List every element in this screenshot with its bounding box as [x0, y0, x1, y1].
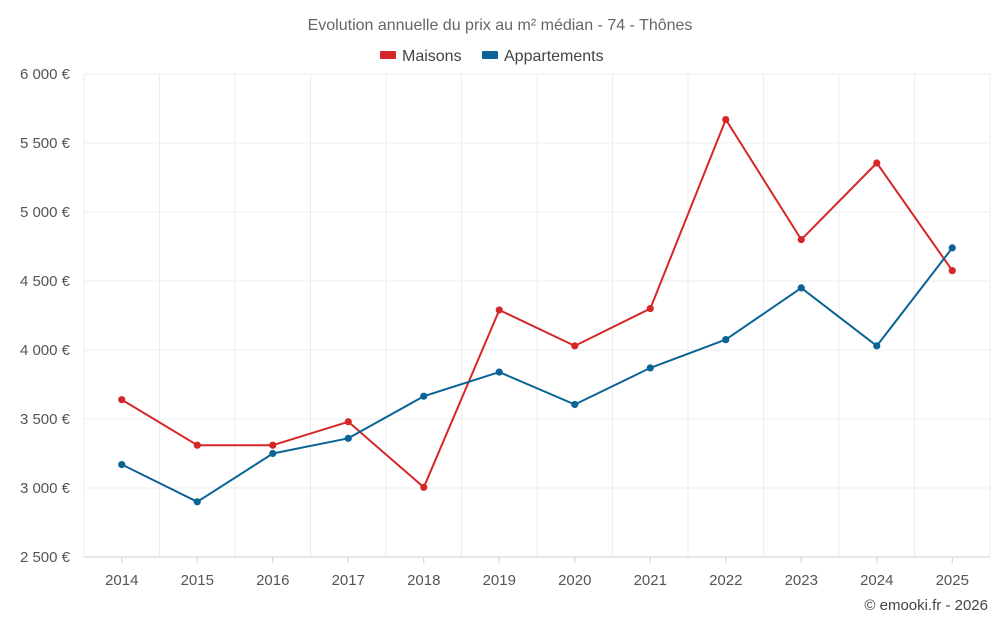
- legend-label-appartements: Appartements: [504, 48, 604, 65]
- data-point-appartements[interactable]: [344, 434, 352, 442]
- y-tick-label: 6 000 €: [20, 66, 71, 83]
- legend-item-appartements[interactable]: Appartements: [482, 48, 604, 65]
- x-tick-label: 2014: [105, 572, 138, 589]
- data-point-maisons[interactable]: [722, 115, 730, 124]
- x-tick-label: 2017: [332, 572, 365, 589]
- data-point-appartements[interactable]: [948, 244, 956, 252]
- x-tick-label: 2016: [256, 572, 289, 589]
- data-point-maisons[interactable]: [797, 236, 805, 244]
- data-point-maisons[interactable]: [948, 267, 956, 275]
- data-point-maisons[interactable]: [118, 396, 126, 404]
- x-tick-label: 2021: [634, 572, 667, 589]
- legend-swatch-appartements: [482, 51, 498, 59]
- y-tick-label: 4 500 €: [20, 273, 71, 290]
- series-line-maisons: [121, 118, 954, 489]
- y-tick-label: 3 500 €: [20, 411, 71, 428]
- x-tick-label: 2020: [558, 572, 591, 589]
- data-point-maisons[interactable]: [269, 441, 277, 449]
- data-point-maisons[interactable]: [571, 342, 579, 350]
- data-point-appartements[interactable]: [495, 368, 503, 376]
- x-tick-label: 2019: [483, 572, 516, 589]
- data-point-appartements[interactable]: [118, 460, 126, 469]
- legend: Maisons Appartements: [380, 48, 604, 65]
- x-tick-label: 2015: [181, 572, 214, 589]
- legend-label-maisons: Maisons: [402, 48, 462, 65]
- y-tick-label: 2 500 €: [20, 549, 71, 566]
- data-point-maisons[interactable]: [193, 441, 201, 449]
- y-tick-label: 4 000 €: [20, 342, 71, 359]
- data-point-appartements[interactable]: [269, 449, 277, 458]
- data-point-appartements[interactable]: [571, 400, 579, 409]
- data-point-maisons[interactable]: [344, 418, 352, 426]
- credit-text: © emooki.fr - 2026: [864, 597, 988, 614]
- x-tick-label: 2022: [709, 572, 742, 589]
- grid: [83, 73, 991, 557]
- data-point-maisons[interactable]: [646, 305, 654, 313]
- legend-item-maisons[interactable]: Maisons: [380, 48, 462, 65]
- data-point-appartements[interactable]: [797, 284, 805, 292]
- data-point-maisons[interactable]: [495, 306, 503, 314]
- series-line-appartements: [121, 247, 954, 503]
- chart-title: Evolution annuelle du prix au m² médian …: [308, 17, 693, 34]
- y-tick-label: 3 000 €: [20, 480, 71, 497]
- legend-swatch-maisons: [380, 51, 396, 59]
- axes: 2 500 € 3 000 € 3 500 € 4 000 € 4 500 € 5 000…: [20, 66, 990, 589]
- data-point-appartements[interactable]: [193, 498, 201, 506]
- data-point-appartements[interactable]: [873, 342, 881, 350]
- data-point-maisons[interactable]: [873, 159, 881, 167]
- x-tick-label: 2023: [785, 572, 818, 589]
- data-point-maisons[interactable]: [420, 483, 428, 491]
- x-tick-label: 2024: [860, 572, 893, 589]
- data-point-appartements[interactable]: [646, 364, 654, 372]
- series: [118, 115, 956, 506]
- data-point-appartements[interactable]: [722, 336, 730, 344]
- y-tick-label: 5 500 €: [20, 135, 71, 152]
- y-tick-label: 5 000 €: [20, 204, 71, 221]
- x-tick-label: 2018: [407, 572, 440, 589]
- data-point-appartements[interactable]: [420, 392, 428, 400]
- x-tick-label: 2025: [936, 572, 969, 589]
